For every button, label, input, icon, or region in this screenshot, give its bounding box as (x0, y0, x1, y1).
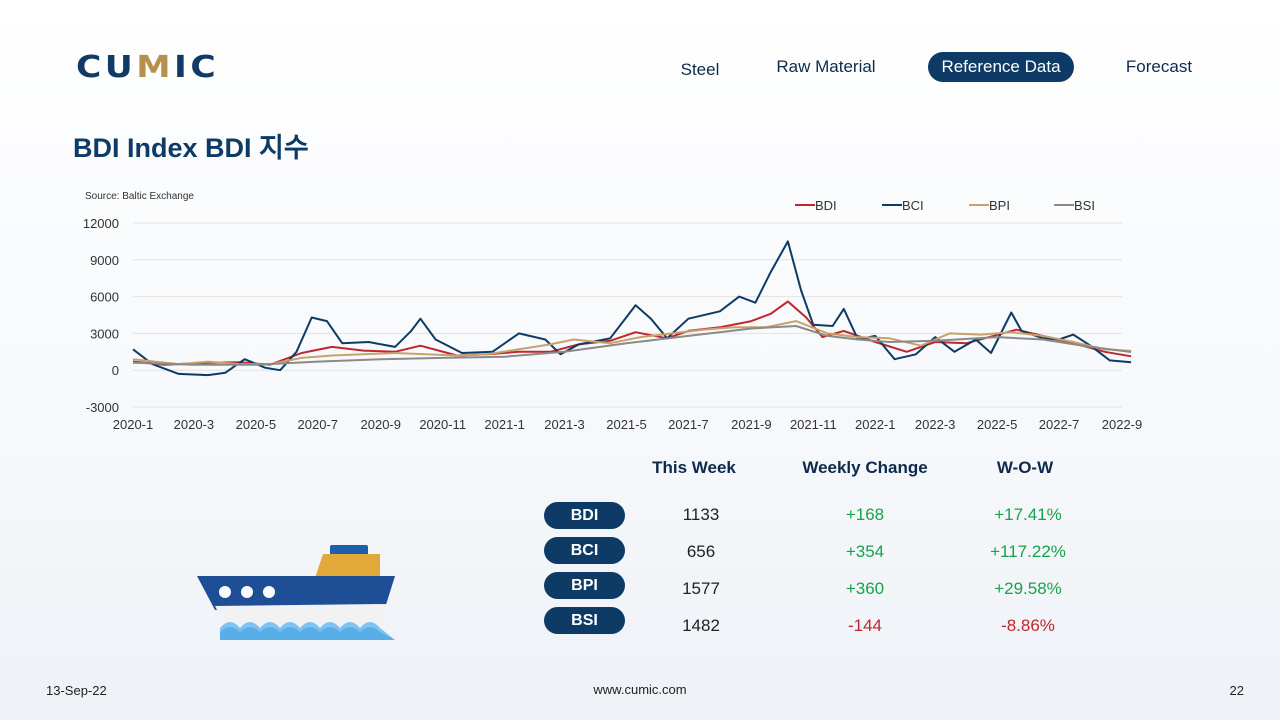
footer-date: 13-Sep-22 (46, 683, 107, 698)
x-tick-label: 2021-7 (668, 417, 708, 432)
x-tick-label: 2020-3 (174, 417, 214, 432)
weekly-change-value: +354 (845, 542, 885, 561)
header-this-week: This Week (652, 458, 736, 477)
cargo-ship-icon (197, 545, 395, 640)
wow-value: +29.58% (994, 579, 1062, 598)
y-tick-label: 0 (112, 363, 119, 378)
nav-reference-data[interactable]: Reference Data (928, 52, 1074, 82)
x-tick-label: 2020-1 (113, 417, 153, 432)
series-line-bci (132, 240, 1132, 377)
nav-raw-material[interactable]: Raw Material (776, 57, 876, 76)
chart-source: Source: Baltic Exchange (85, 191, 194, 202)
wow-value: +117.22% (990, 542, 1066, 561)
page-title: BDI Index BDI 지수 (73, 133, 309, 163)
legend-label: BSI (1074, 198, 1095, 213)
x-tick-label: 2020-11 (419, 417, 466, 432)
row-label-bci: BCI (544, 537, 625, 564)
company-logo[interactable]: CUMIC (76, 50, 216, 85)
x-tick-label: 2021-3 (544, 417, 584, 432)
x-tick-label: 2021-9 (731, 417, 771, 432)
top-nav: Steel Raw Material Reference Data Foreca… (0, 52, 1280, 82)
row-label-bdi: BDI (544, 502, 625, 529)
weekly-change-value: +360 (845, 579, 885, 598)
page-number: 22 (1229, 683, 1244, 698)
y-axis-ticks: 12000 9000 6000 3000 0 -3000 (83, 216, 119, 415)
y-tick-label: 3000 (90, 326, 119, 341)
wow-value: -8.86% (1001, 616, 1055, 635)
series-line-bsi (132, 325, 1132, 366)
x-tick-label: 2020-5 (236, 417, 276, 432)
y-tick-label: -3000 (86, 400, 119, 415)
this-week-value: 1577 (682, 579, 720, 598)
this-week-value: 656 (686, 542, 716, 561)
x-tick-label: 2020-7 (298, 417, 338, 432)
row-label-bpi: BPI (544, 572, 625, 599)
wow-value: +17.41% (994, 505, 1062, 524)
header-weekly-change: Weekly Change (802, 458, 928, 477)
logo-wordmark: CUMIC (76, 49, 220, 85)
legend-label: BCI (902, 198, 924, 213)
series-line-bpi (132, 320, 1132, 366)
chart-legend: BDI BCI BPI BSI (795, 198, 1095, 213)
x-tick-label: 2021-11 (790, 417, 837, 432)
chart-grid (133, 222, 1122, 408)
x-tick-label: 2022-9 (1102, 417, 1142, 432)
x-tick-label: 2021-5 (606, 417, 646, 432)
x-tick-label: 2022-7 (1039, 417, 1079, 432)
x-tick-label: 2022-5 (977, 417, 1017, 432)
y-tick-label: 6000 (90, 290, 119, 305)
x-tick-label: 2022-1 (855, 417, 895, 432)
x-tick-label: 2020-9 (361, 417, 401, 432)
this-week-value: 1482 (682, 616, 720, 635)
this-week-value: 1133 (682, 505, 720, 524)
x-tick-label: 2021-1 (484, 417, 524, 432)
y-tick-label: 12000 (83, 216, 119, 231)
weekly-change-value: -144 (847, 616, 883, 635)
weekly-change-value: +168 (845, 505, 885, 524)
nav-forecast[interactable]: Forecast (1125, 57, 1193, 76)
chart-series (132, 240, 1132, 377)
x-tick-label: 2022-3 (915, 417, 955, 432)
row-label-bsi: BSI (544, 607, 625, 634)
legend-label: BDI (815, 198, 837, 213)
nav-steel[interactable]: Steel (680, 60, 720, 79)
header-wow: W-O-W (996, 458, 1054, 477)
x-axis-ticks: 2020-1 2020-3 2020-5 2020-7 2020-9 2020-11 202… (113, 417, 1142, 432)
y-tick-label: 9000 (90, 253, 119, 268)
footer-url[interactable]: www.cumic.com (593, 682, 687, 697)
legend-label: BPI (989, 198, 1010, 213)
